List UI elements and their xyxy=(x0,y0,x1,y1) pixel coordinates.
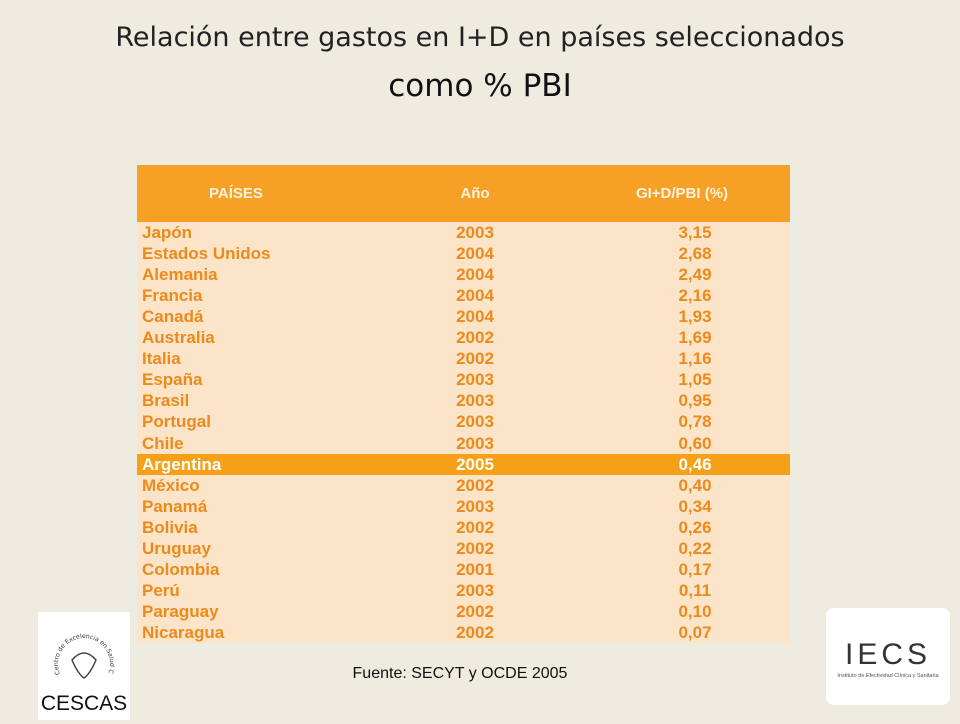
year-text: 2002 xyxy=(456,601,494,621)
ratio-text: 2,49 xyxy=(678,265,712,285)
country-cell: Colombia xyxy=(142,559,220,579)
year-text: 2004 xyxy=(456,286,494,306)
year-text: 2003 xyxy=(456,433,494,453)
ratio-text: 0,22 xyxy=(678,538,712,558)
country-cell: Panamá xyxy=(142,496,208,516)
year-text: 2002 xyxy=(456,538,494,558)
ratio-text: 0,95 xyxy=(678,391,712,411)
ratio-text: 2,68 xyxy=(678,244,712,264)
year-text: 2002 xyxy=(456,328,494,348)
cescas-logo: Centro de Excelencia en Salud Cardiovasc… xyxy=(36,607,130,720)
cescas-logo-art: Centro de Excelencia en Salud Cardiovasc… xyxy=(36,607,127,715)
table-row: Colombia 2001 0,17 xyxy=(137,559,790,580)
cescas-ring-path: Centro de Excelencia en Salud Cardiovasc… xyxy=(36,607,115,676)
year-text: 2003 xyxy=(456,580,494,600)
table-row: México 2002 0,40 xyxy=(137,475,790,496)
ratio-text: 0,46 xyxy=(678,454,712,474)
year-text: 2004 xyxy=(456,307,494,327)
column-header: PAÍSES xyxy=(209,185,263,202)
table-row: Paraguay 2002 0,10 xyxy=(137,601,790,622)
table-row: Italia 2002 1,16 xyxy=(137,348,790,369)
year-text: 2003 xyxy=(456,391,494,411)
ratio-text: 0,34 xyxy=(678,496,712,516)
year-text: 2002 xyxy=(456,349,494,369)
ratio-text: 1,05 xyxy=(678,370,712,390)
country-cell: Estados Unidos xyxy=(142,244,271,264)
table-row: Chile 2003 0,60 xyxy=(137,433,790,454)
iecs-name: IECS xyxy=(845,638,931,671)
table-header: PAÍSES Año GI+D/PBI (%) xyxy=(137,165,790,222)
country-cell: Portugal xyxy=(142,412,211,432)
year-text: 2003 xyxy=(456,223,494,242)
table-row: Perú 2003 0,11 xyxy=(137,580,790,601)
table-row: España 2003 1,05 xyxy=(137,369,790,390)
table-row: Australia 2002 1,69 xyxy=(137,327,790,348)
country-cell: Brasil xyxy=(142,391,190,411)
country-cell: Nicaragua xyxy=(142,622,225,642)
country-cell: Uruguay xyxy=(142,538,211,558)
country-cell: Canadá xyxy=(142,307,204,327)
table-row: Bolivia 2002 0,26 xyxy=(137,517,790,538)
table-row: Nicaragua 2002 0,07 xyxy=(137,622,790,643)
year-text: 2003 xyxy=(456,496,494,516)
country-cell: Italia xyxy=(142,349,181,369)
ratio-text: 0,78 xyxy=(678,412,712,432)
year-text: 2004 xyxy=(456,244,494,264)
table-row: Brasil 2003 0,95 xyxy=(137,390,790,411)
column-header-text: Año xyxy=(460,185,490,202)
table-row: Japón 2003 3,15 xyxy=(137,222,790,243)
ratio-text: 3,15 xyxy=(678,223,712,242)
ratio-text: 0,11 xyxy=(678,580,712,600)
table-row: Portugal 2003 0,78 xyxy=(137,411,790,432)
cescas-name: CESCAS xyxy=(41,692,127,715)
country-cell: Perú xyxy=(142,580,180,600)
ratio-text: 0,26 xyxy=(678,517,712,537)
country-cell: Chile xyxy=(142,433,184,453)
table-row: Uruguay 2002 0,22 xyxy=(137,538,790,559)
table: PAÍSES Año GI+D/PBI (%) Japón 2003 3,15 Est… xyxy=(137,165,790,643)
source-note: Fuente: SECYT y OCDE 2005 xyxy=(352,665,568,682)
country-cell: Bolivia xyxy=(142,517,198,537)
ratio-text: 0,07 xyxy=(678,622,712,642)
year-text: 2004 xyxy=(456,265,494,285)
cescas-ring-text: Centro de Excelencia en Salud Cardiovasc… xyxy=(38,612,115,676)
year-text: 2005 xyxy=(456,454,494,474)
country-cell: México xyxy=(142,475,200,495)
iecs-logo-art: IECS Instituto de Efectividad Clínica y … xyxy=(837,638,939,679)
table-row: Argentina 2005 0,46 xyxy=(137,453,790,475)
ratio-text: 0,60 xyxy=(678,433,712,453)
title-line1: Relación entre gastos en I+D en países s… xyxy=(115,22,845,53)
country-cell: Francia xyxy=(142,286,203,306)
table-row: Estados Unidos 2004 2,68 xyxy=(137,243,790,264)
country-cell: Australia xyxy=(142,328,215,348)
ratio-text: 0,17 xyxy=(678,559,712,579)
year-text: 2003 xyxy=(456,412,494,432)
country-cell: Japón xyxy=(142,223,193,242)
table-row: Canadá 2004 1,93 xyxy=(137,306,790,327)
table-row: Panamá 2003 0,34 xyxy=(137,496,790,517)
ratio-text: 1,93 xyxy=(678,307,712,327)
year-text: 2002 xyxy=(456,475,494,495)
ratio-text: 1,69 xyxy=(678,328,712,348)
country-cell: Paraguay xyxy=(142,601,219,621)
ratio-text: 0,40 xyxy=(678,475,712,495)
ratio-text: 2,16 xyxy=(678,286,712,306)
table-row: Alemania 2004 2,49 xyxy=(137,264,790,285)
ratio-text: 0,10 xyxy=(678,601,712,621)
year-text: 2003 xyxy=(456,370,494,390)
country-cell: Alemania xyxy=(142,265,218,285)
year-text: 2002 xyxy=(456,622,494,642)
country-cell: España xyxy=(142,370,203,390)
country-cell: Argentina xyxy=(142,454,222,474)
iecs-subtitle: Instituto de Efectividad Clínica y Sanit… xyxy=(837,673,939,679)
year-text: 2001 xyxy=(456,559,494,579)
year-text: 2002 xyxy=(456,517,494,537)
table-row: Francia 2004 2,16 xyxy=(137,285,790,306)
title-line2: como % PBI xyxy=(388,68,572,104)
ratio-text: 1,16 xyxy=(678,349,712,369)
column-header-text: GI+D/PBI (%) xyxy=(635,185,729,202)
iecs-logo: IECS Instituto de Efectividad Clínica y … xyxy=(826,608,950,705)
